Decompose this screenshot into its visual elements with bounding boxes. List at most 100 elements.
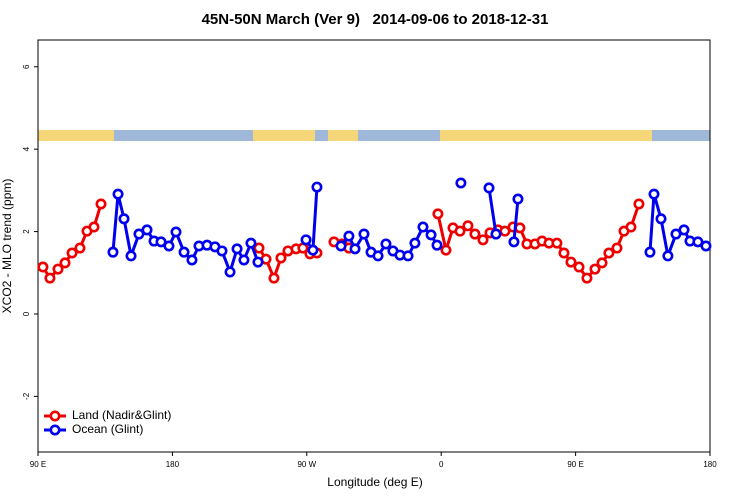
data-point xyxy=(425,229,437,241)
x-tick-label: 90 E xyxy=(30,460,46,469)
data-point xyxy=(275,252,287,264)
data-point xyxy=(44,272,56,284)
data-point xyxy=(163,240,175,252)
data-point xyxy=(170,226,182,238)
data-point xyxy=(186,254,198,266)
data-point xyxy=(268,272,280,284)
data-point xyxy=(95,198,107,210)
y-tick-label: -2 xyxy=(22,392,31,400)
data-point xyxy=(141,224,153,236)
data-point xyxy=(118,213,130,225)
chart-title: 45N-50N March (Ver 9) 2014-09-06 to 2018… xyxy=(202,11,549,28)
data-point xyxy=(178,246,190,258)
series-line xyxy=(487,187,498,235)
series-line xyxy=(41,203,103,280)
data-point xyxy=(125,250,137,262)
data-point xyxy=(133,228,145,240)
data-point xyxy=(483,182,495,194)
data-point xyxy=(462,220,474,232)
ocean-strip xyxy=(38,130,710,141)
data-point xyxy=(66,247,78,259)
data-point xyxy=(107,246,119,258)
data-point xyxy=(573,261,585,273)
legend-label: Ocean (Glint) xyxy=(72,422,143,436)
data-point xyxy=(512,193,524,205)
data-point xyxy=(596,257,608,269)
data-point xyxy=(349,243,361,255)
series-line xyxy=(512,198,520,243)
data-point xyxy=(335,240,347,252)
data-point xyxy=(372,250,384,262)
data-point xyxy=(238,254,250,266)
data-point xyxy=(380,238,392,250)
data-point xyxy=(343,230,355,242)
data-point xyxy=(611,242,623,254)
data-point xyxy=(52,263,64,275)
data-point xyxy=(558,247,570,259)
legend-label: Land (Nadir&Glint) xyxy=(72,408,171,422)
data-point xyxy=(678,224,690,236)
x-tick-label: 0 xyxy=(439,460,444,469)
data-point xyxy=(508,236,520,248)
data-point xyxy=(311,181,323,193)
data-point xyxy=(74,242,86,254)
data-point xyxy=(490,228,502,240)
data-point xyxy=(644,246,656,258)
y-tick-label: 2 xyxy=(22,229,31,234)
surface-strip xyxy=(38,130,710,141)
data-point xyxy=(455,177,467,189)
data-point xyxy=(700,240,712,252)
data-point xyxy=(112,188,124,200)
data-point xyxy=(655,213,667,225)
data-point xyxy=(358,228,370,240)
data-point xyxy=(581,272,593,284)
data-point xyxy=(88,221,100,233)
data-point xyxy=(155,236,167,248)
data-point xyxy=(692,236,704,248)
data-point xyxy=(409,237,421,249)
data-point xyxy=(662,250,674,262)
data-point xyxy=(431,239,443,251)
data-point xyxy=(633,198,645,210)
data-point xyxy=(402,250,414,262)
x-axis-label: Longitude (deg E) xyxy=(327,475,422,489)
data-point xyxy=(440,244,452,256)
data-point xyxy=(565,256,577,268)
data-point xyxy=(477,234,489,246)
data-point xyxy=(499,225,511,237)
data-point xyxy=(469,228,481,240)
data-point xyxy=(37,261,49,273)
land-strip xyxy=(253,130,315,141)
data-point xyxy=(589,263,601,275)
x-tick-label: 90 W xyxy=(297,460,316,469)
land-strip xyxy=(328,130,358,141)
y-tick-label: 4 xyxy=(22,146,31,151)
y-axis-label: XCO2 - MLO trend (ppm) xyxy=(0,179,14,314)
data-point xyxy=(59,257,71,269)
x-tick-label: 180 xyxy=(703,460,717,469)
data-point xyxy=(603,247,615,259)
y-tick-label: 0 xyxy=(22,311,31,316)
land-strip xyxy=(440,130,652,141)
data-point xyxy=(417,221,429,233)
data-point xyxy=(307,244,319,256)
legend-marker xyxy=(49,410,61,422)
data-point xyxy=(648,188,660,200)
data-point xyxy=(670,228,682,240)
x-tick-label: 90 E xyxy=(567,460,583,469)
data-point xyxy=(300,234,312,246)
data-point xyxy=(253,242,265,254)
plot-frame xyxy=(37,39,711,453)
data-point xyxy=(245,237,257,249)
data-point xyxy=(216,245,228,257)
data-point xyxy=(224,266,236,278)
data-point xyxy=(252,256,264,268)
data-point xyxy=(625,221,637,233)
data-point xyxy=(231,243,243,255)
land-strip xyxy=(38,130,114,141)
x-tick-label: 180 xyxy=(166,460,180,469)
y-tick-label: 6 xyxy=(22,64,31,69)
legend-marker xyxy=(49,424,61,436)
data-point xyxy=(551,237,563,249)
